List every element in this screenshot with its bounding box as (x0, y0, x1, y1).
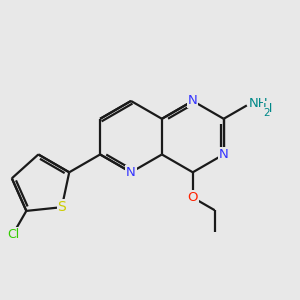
Text: N: N (219, 148, 229, 161)
Text: Cl: Cl (7, 228, 19, 241)
Text: O: O (188, 191, 198, 204)
Text: 2: 2 (263, 108, 270, 118)
Text: H: H (263, 102, 273, 115)
Text: N: N (126, 166, 136, 179)
Text: NH: NH (248, 98, 268, 110)
Text: S: S (57, 200, 66, 214)
Text: N: N (188, 94, 198, 107)
